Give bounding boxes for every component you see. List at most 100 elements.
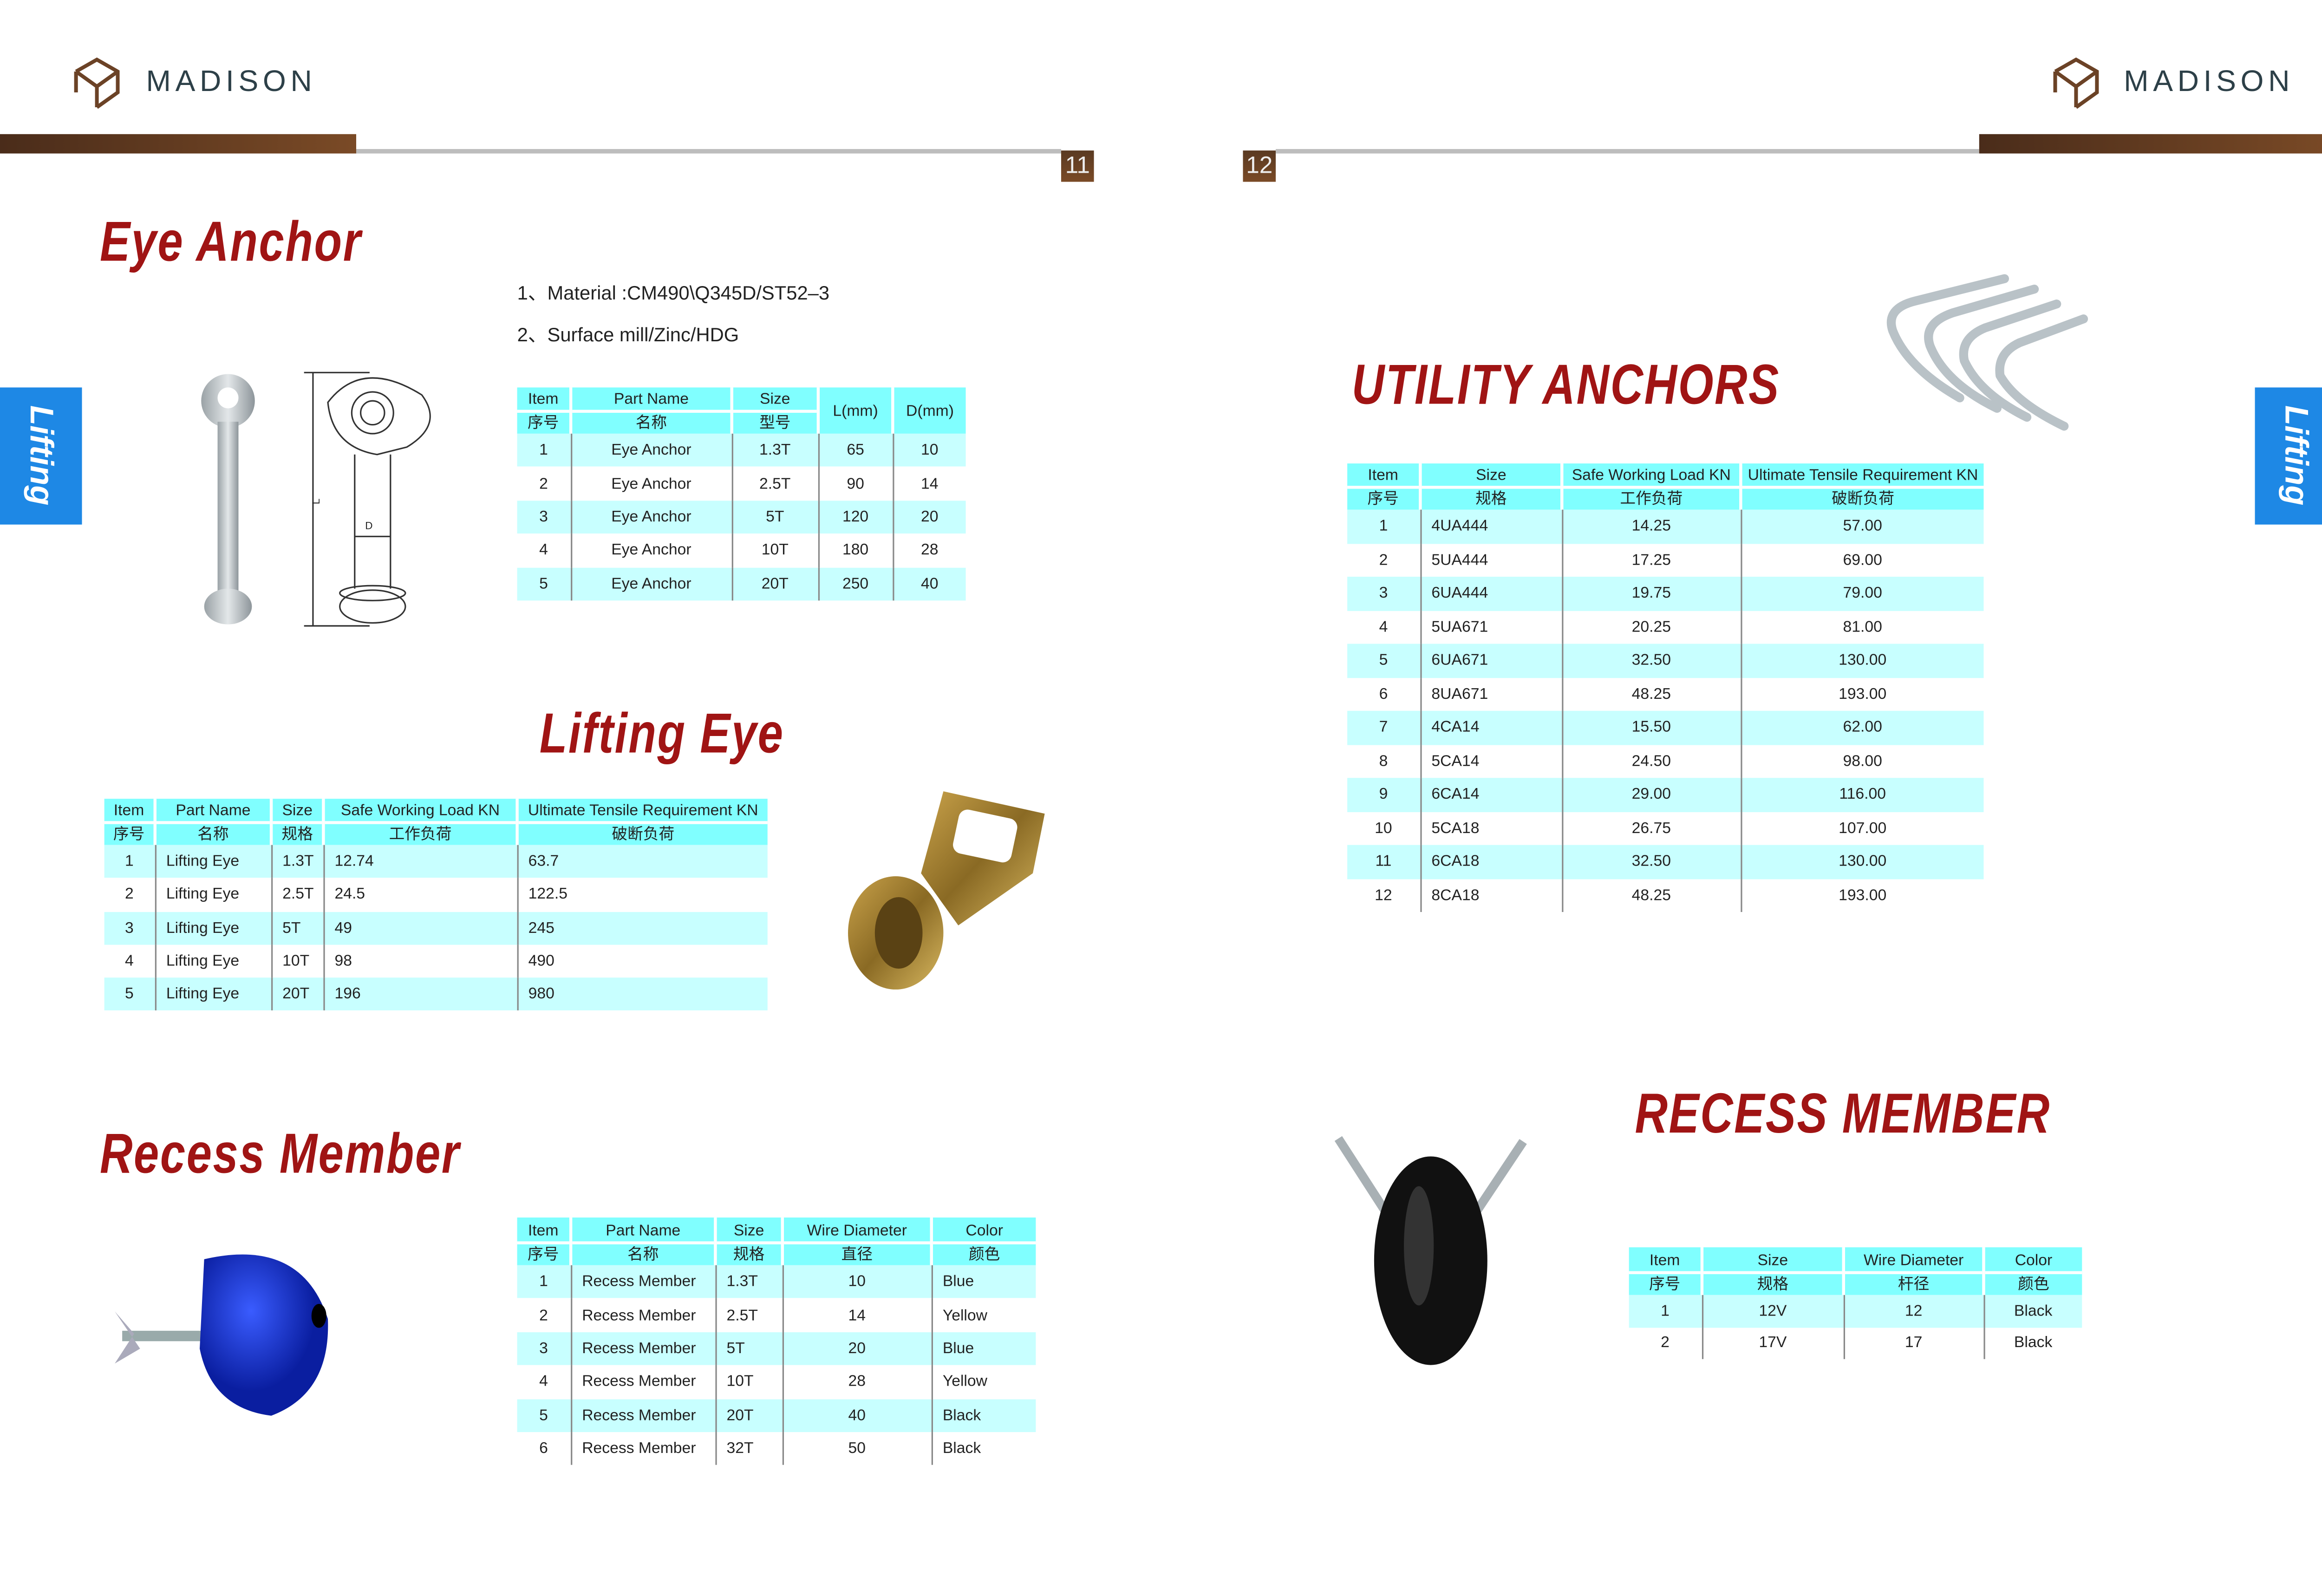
column-header: Size 规格 [1419, 463, 1562, 510]
column-header-zh: 破断负荷 [612, 825, 675, 844]
table-cell: 10 [782, 1265, 932, 1299]
table-cell: 98 [322, 945, 517, 978]
lifting-eye-table: Item 序号 Part Name 名称 Size 规格 Safe Working Load… [104, 799, 768, 1011]
table-cell: 49 [322, 911, 517, 945]
table-cell: 12 [1843, 1295, 1984, 1327]
table-cell: 6 [539, 1440, 548, 1458]
column-header: Wire Diameter 直径 [781, 1217, 932, 1265]
column-header-en: Wire Diameter [1845, 1248, 1983, 1274]
eye-anchor-table: Item 序号 Part Name 名称 Size 型号 L(mm) D(mm) 1 Eye An… [517, 387, 966, 601]
table-cell: Yellow [931, 1298, 1036, 1332]
column-header-zh: 序号 [113, 825, 145, 844]
table-cell: Black [931, 1432, 1036, 1466]
table-row: 3 Lifting Eye 5T 49 245 [104, 911, 768, 945]
table-cell: Lifting Eye [154, 977, 272, 1011]
table-cell: Eye Anchor [570, 500, 732, 534]
column-header-en: Part Name [572, 1218, 714, 1244]
table-header-row: Item 序号 Part Name 名称 Size 规格 Safe Working Load… [104, 799, 768, 845]
table-row: 11 6CA18 32.50 130.00 [1347, 845, 1984, 879]
table-cell: 32.50 [1561, 845, 1741, 879]
table-cell: Blue [931, 1265, 1036, 1299]
table-cell: 3 [104, 911, 155, 945]
column-header-zh: 序号 [528, 414, 559, 432]
table-cell: 17V [1701, 1327, 1844, 1359]
lifting-eye-photo [839, 784, 1055, 1007]
column-header: Wire Diameter 杆径 [1842, 1247, 1984, 1295]
table-cell: 1 [517, 433, 571, 467]
column-header-en: Size [1422, 463, 1561, 489]
table-header-row: Item 序号 Size 规格 Wire Diameter 杆径 Color 颜色 [1629, 1247, 2082, 1295]
column-header-zh: 直径 [841, 1245, 873, 1263]
table-cell: 2 [1661, 1334, 1670, 1352]
table-cell: 2 [539, 475, 548, 493]
side-tab-lifting[interactable]: Lifting [2255, 387, 2322, 525]
eye-anchor-drawing [280, 365, 451, 641]
column-header-en: L(mm) [833, 401, 878, 420]
recess-member-photo [107, 1244, 338, 1431]
table-cell: 9 [1347, 778, 1421, 812]
column-header-en: Size [1703, 1248, 1842, 1274]
table-cell: 1 [517, 1265, 571, 1299]
table-cell: 4CA14 [1419, 710, 1562, 744]
table-cell: Recess Member [570, 1432, 716, 1466]
table-cell: Recess Member [570, 1399, 716, 1432]
table-row: 2 Recess Member 2.5T 14 Yellow [517, 1298, 1036, 1332]
column-header: Ultimate Tensile Requirement KN 破断负荷 [1739, 463, 1984, 510]
table-row: 1 Eye Anchor 1.3T 65 10 [517, 433, 966, 467]
section-title-recess-member-right: RECESS MEMBER [1635, 1083, 2051, 1146]
table-cell: 14.25 [1561, 509, 1741, 543]
table-cell: 6UA444 [1419, 576, 1562, 611]
table-cell: 180 [817, 534, 893, 567]
table-cell: 10 [1375, 819, 1392, 837]
table-cell: 40 [782, 1399, 932, 1432]
table-row: 2 Lifting Eye 2.5T 24.5 122.5 [104, 878, 768, 912]
table-row: 4 Lifting Eye 10T 98 490 [104, 945, 768, 978]
surface-note: 2、Surface mill/Zinc/HDG [517, 323, 739, 346]
section-title-recess-member: Recess Member [100, 1123, 461, 1186]
column-header: Safe Working Load KN 工作负荷 [1560, 463, 1741, 510]
column-header-en: Item [1629, 1248, 1701, 1274]
table-cell: Lifting Eye [154, 911, 272, 945]
table-cell: 48.25 [1561, 677, 1741, 711]
table-cell: 7 [1347, 710, 1421, 744]
side-tab-label: Lifting [23, 406, 60, 506]
column-header-en: Part Name [572, 387, 731, 413]
table-cell: 79.00 [1740, 576, 1984, 611]
column-header: Ultimate Tensile Requirement KN 破断负荷 [515, 799, 768, 845]
table-cell: Eye Anchor [570, 534, 732, 567]
table-cell: 90 [817, 467, 893, 501]
column-header-zh: 破断负荷 [1832, 490, 1894, 508]
column-header: Color 颜色 [930, 1217, 1036, 1265]
table-cell: Eye Anchor [570, 433, 732, 467]
table-cell: Lifting Eye [154, 945, 272, 978]
side-tab-lifting[interactable]: Lifting [0, 387, 82, 525]
header-rule [1276, 149, 1979, 154]
table-cell: 28 [782, 1365, 932, 1399]
table-cell: 15.50 [1561, 710, 1741, 744]
column-header: Size 规格 [1700, 1247, 1844, 1295]
table-row: 2 5UA444 17.25 69.00 [1347, 543, 1984, 577]
table-cell: 40 [892, 567, 966, 601]
table-cell: 11 [1347, 845, 1421, 879]
column-header-zh: 规格 [1475, 490, 1507, 508]
table-cell: Black [1983, 1295, 2082, 1327]
table-cell: 5CA14 [1419, 744, 1562, 778]
table-row: 10 5CA18 26.75 107.00 [1347, 811, 1984, 845]
column-header-en: D(mm) [906, 401, 954, 420]
column-header: Size 规格 [714, 1217, 783, 1265]
column-header: L(mm) [816, 387, 893, 434]
table-cell: 10T [714, 1365, 783, 1399]
table-row: 1 Recess Member 1.3T 10 Blue [517, 1265, 1036, 1299]
column-header: Item 序号 [1629, 1247, 1702, 1295]
table-cell: 24.50 [1561, 744, 1741, 778]
table-cell: 3 [517, 500, 571, 534]
column-header: Size 型号 [730, 387, 818, 434]
table-cell: 5CA18 [1419, 811, 1562, 845]
table-cell: 5UA671 [1419, 610, 1562, 644]
column-header-zh: 杆径 [1898, 1275, 1930, 1293]
table-cell: 1 [1629, 1295, 1702, 1327]
table-cell: 8UA671 [1419, 677, 1562, 711]
utility-anchors-photo [1878, 271, 2094, 443]
column-header: Part Name 名称 [569, 387, 732, 434]
